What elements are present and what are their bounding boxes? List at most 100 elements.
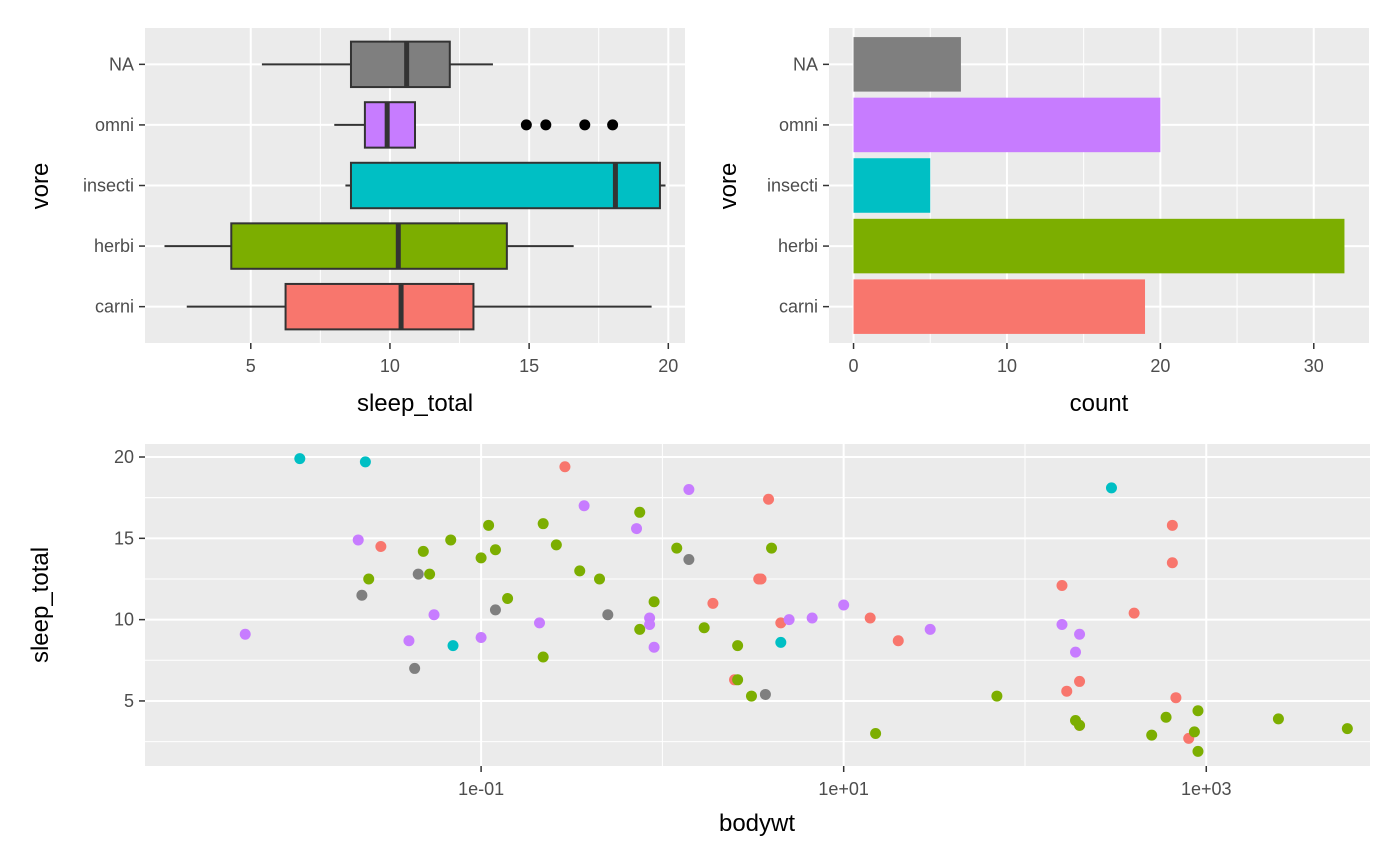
scatter-point-carni <box>753 573 765 585</box>
bar-carni <box>853 279 1146 334</box>
bar-herbi <box>853 218 1345 274</box>
scatter-point-insecti <box>359 456 371 468</box>
scatter-gridlines <box>145 444 1370 766</box>
scatter-point-NA <box>489 604 501 616</box>
scatter-point-omni <box>239 628 251 640</box>
boxplot-x-tick-label: 15 <box>519 356 539 376</box>
scatter-x-tick-label: 1e+03 <box>1181 779 1232 799</box>
scatter-point-omni <box>644 612 656 624</box>
scatter-point-herbi <box>594 573 606 585</box>
scatter-y-axis-title: sleep_total <box>27 547 54 663</box>
boxplot-y-tick-label: insecti <box>83 176 134 196</box>
scatter-point-herbi <box>574 565 586 577</box>
barchart-x-axis-title: count <box>1070 390 1129 417</box>
scatter-point-carni <box>775 617 787 629</box>
scatter-point-herbi <box>698 622 710 634</box>
scatter-point-omni <box>1074 628 1086 640</box>
scatter-point-carni <box>1074 675 1086 687</box>
scatter-point-omni <box>783 614 795 626</box>
scatter-point-carni <box>559 461 571 473</box>
barchart-x-tick-label: 30 <box>1304 356 1324 376</box>
scatter-point-omni <box>352 534 364 546</box>
scatter-point-herbi <box>475 552 487 564</box>
scatter-panel: 5 10 15 20 1e-01 1e+01 1e+03 bodywt sleep_tota… <box>27 444 1370 837</box>
scatter-point-insecti <box>1105 482 1117 494</box>
scatter-point-NA <box>356 589 368 601</box>
scatter-point-herbi <box>1272 713 1284 725</box>
scatter-point-insecti <box>294 453 306 465</box>
scatter-point-herbi <box>502 592 514 604</box>
scatter-point-omni <box>648 641 660 653</box>
scatter-point-herbi <box>1146 729 1158 741</box>
scatter-point-herbi <box>732 640 744 652</box>
barchart-y-tick-label: omni <box>779 115 818 135</box>
scatter-plot-background <box>145 444 1370 766</box>
scatter-point-omni <box>475 632 487 644</box>
scatter-point-omni <box>631 523 643 535</box>
scatter-y-tick-label: 10 <box>114 610 134 630</box>
box-outlier-point <box>540 119 552 131</box>
scatter-point-insecti <box>447 640 459 652</box>
scatter-point-omni <box>838 599 850 611</box>
box-outlier-point <box>607 119 619 131</box>
barchart-y-axis-title: vore <box>715 163 742 210</box>
scatter-point-herbi <box>870 727 882 739</box>
barchart-y-tick-label: carni <box>779 297 818 317</box>
boxplot-axes: 5 10 15 20 carni herbi insecti omni NA <box>83 54 678 376</box>
boxplot-x-tick-label: 20 <box>658 356 678 376</box>
scatter-point-herbi <box>766 542 778 554</box>
barchart-x-tick-label: 10 <box>997 356 1017 376</box>
scatter-point-omni <box>924 623 936 635</box>
scatter-y-tick-label: 20 <box>114 447 134 467</box>
barchart-x-tick-label: 0 <box>849 356 859 376</box>
scatter-point-herbi <box>550 539 562 551</box>
scatter-point-herbi <box>634 623 646 635</box>
scatter-point-omni <box>403 635 415 647</box>
boxplot-x-tick-label: 5 <box>246 356 256 376</box>
scatter-point-carni <box>1166 519 1178 531</box>
scatter-point-carni <box>375 540 387 552</box>
box-iqr-NA <box>349 40 451 89</box>
scatter-point-NA <box>412 568 424 580</box>
scatter-point-carni <box>1061 685 1073 697</box>
scatter-point-omni <box>428 609 440 621</box>
scatter-point-omni <box>1070 646 1082 658</box>
scatter-point-carni <box>1056 579 1068 591</box>
scatter-points <box>239 453 1353 757</box>
box-iqr-omni <box>363 101 417 149</box>
scatter-point-omni <box>534 617 546 629</box>
scatter-point-herbi <box>648 596 660 608</box>
scatter-point-omni <box>683 484 695 496</box>
barchart-y-tick-label: herbi <box>778 236 818 256</box>
scatter-point-herbi <box>732 674 744 686</box>
scatter-point-herbi <box>537 651 549 663</box>
bar-insecti <box>853 158 931 213</box>
boxplot-y-tick-label: herbi <box>94 236 134 256</box>
scatter-point-herbi <box>745 690 757 702</box>
boxplot-y-tick-label: NA <box>109 54 134 74</box>
scatter-point-herbi <box>1160 711 1172 723</box>
boxplot-y-tick-label: carni <box>95 297 134 317</box>
scatter-point-herbi <box>417 545 429 557</box>
scatter-point-herbi <box>424 568 436 580</box>
boxplot-panel: 5 10 15 20 carni herbi insecti omni NA sleep_tot… <box>27 28 685 417</box>
scatter-point-herbi <box>1188 726 1200 738</box>
barchart-y-tick-label: insecti <box>767 176 818 196</box>
boxplot-y-tick-label: omni <box>95 115 134 135</box>
barchart-y-tick-label: NA <box>793 54 818 74</box>
scatter-point-herbi <box>483 519 495 531</box>
scatter-point-herbi <box>1192 745 1204 757</box>
scatter-point-carni <box>864 612 876 624</box>
scatter-point-herbi <box>1341 723 1353 735</box>
scatter-point-NA <box>759 688 771 700</box>
scatter-point-omni <box>806 612 818 624</box>
scatter-point-carni <box>1170 692 1182 704</box>
scatter-point-carni <box>763 493 775 505</box>
scatter-point-omni <box>1056 619 1068 631</box>
scatter-x-axis-title: bodywt <box>719 810 795 837</box>
barchart-axes: 0 10 20 30 carni herbi insecti omni NA <box>767 54 1324 376</box>
scatter-point-NA <box>409 662 421 674</box>
scatter-y-tick-label: 5 <box>124 691 134 711</box>
scatter-point-herbi <box>489 544 501 556</box>
